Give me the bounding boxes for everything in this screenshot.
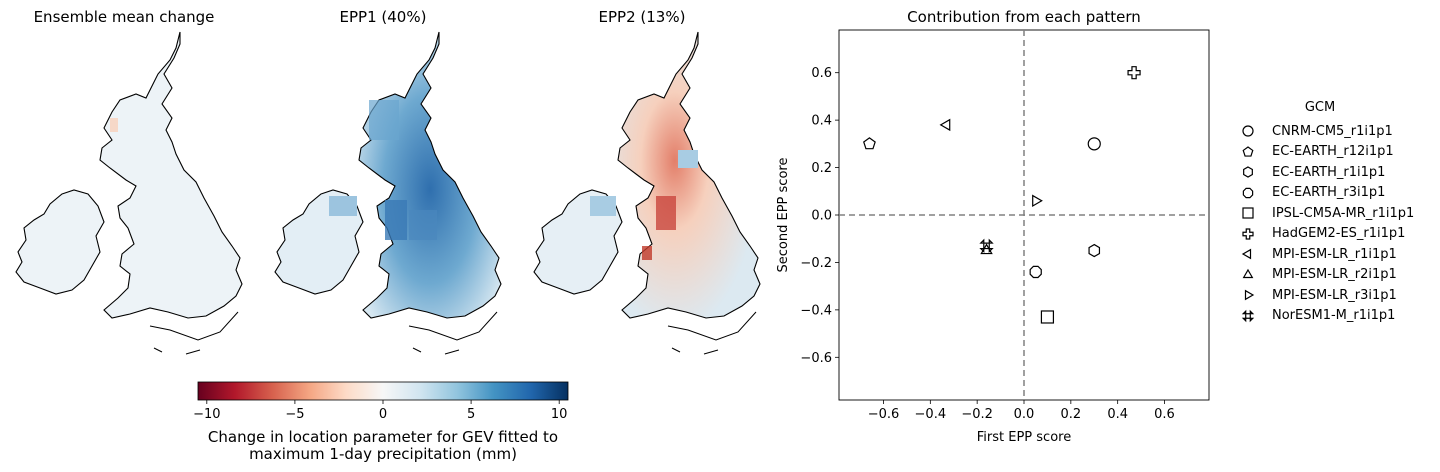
colorbar-tick-label: 0 <box>379 407 387 422</box>
point-hadgem2-es-r1i1p1 <box>1127 66 1141 80</box>
map-title-epp2: EPP2 (13%) <box>598 8 686 26</box>
y-axis-label: Second EPP score <box>776 158 791 273</box>
legend-title: GCM <box>1304 100 1336 115</box>
point-mpi-esm-lr-r3i1p1 <box>1032 194 1043 208</box>
legend-label: EC-EARTH_r12i1p1 <box>1272 144 1394 160</box>
legend-item: MPI-ESM-LR_r3i1p1 <box>1240 285 1440 306</box>
x-tick-label: −0.2 <box>961 407 993 422</box>
point-ec-earth-r12i1p1 <box>863 137 876 150</box>
legend-item: MPI-ESM-LR_r2i1p1 <box>1240 265 1440 286</box>
map-title-ensemble-mean: Ensemble mean change <box>33 8 215 26</box>
legend-item: NorESM1-M_r1i1p1 <box>1240 306 1440 327</box>
colorbar-tick-label: −5 <box>285 407 304 422</box>
legend-label: MPI-ESM-LR_r3i1p1 <box>1272 287 1397 303</box>
colorbar-label-line2: maximum 1-day precipitation (mm) <box>249 445 517 463</box>
legend-marker-octagon-icon <box>1242 187 1254 198</box>
x-tick-label: −0.6 <box>868 407 900 422</box>
y-tick-label: 0.0 <box>811 209 832 224</box>
x-tick-label: 0.6 <box>1154 407 1175 422</box>
y-tick-label: 0.2 <box>811 161 832 176</box>
legend-item: MPI-ESM-LR_r1i1p1 <box>1240 244 1440 265</box>
point-ec-earth-r1i1p1 <box>1088 243 1101 258</box>
legend-marker-square-icon <box>1242 207 1254 219</box>
x-tick-label: −0.4 <box>915 407 947 422</box>
legend-label: HadGEM2-ES_r1i1p1 <box>1272 226 1406 242</box>
legend-marker-circle-icon <box>1242 125 1254 137</box>
point-mpi-esm-lr-r1i1p1 <box>939 118 951 132</box>
colorbar-tick-label: 5 <box>467 407 475 422</box>
legend-label: IPSL-CM5A-MR_r1i1p1 <box>1272 205 1415 221</box>
map-ensemble-mean <box>15 31 243 355</box>
legend-item: IPSL-CM5A-MR_r1i1p1 <box>1240 203 1440 224</box>
legend-label: MPI-ESM-LR_r2i1p1 <box>1272 267 1397 283</box>
x-tick-label: 0.2 <box>1060 407 1081 422</box>
legend-marker-plus-icon <box>1242 228 1254 240</box>
colorbar-ticks: −10 −5 0 5 10 <box>193 400 567 422</box>
y-tick-label: −0.2 <box>800 256 832 271</box>
legend-marker-hexagon-icon <box>1243 166 1253 178</box>
legend: GCM CNRM-CM5_r1i1p1 EC-EARTH_r12i1p1 EC-EA… <box>1240 100 1440 326</box>
chart-title: Contribution from each pattern <box>907 8 1141 26</box>
y-tick-label: −0.6 <box>800 351 832 366</box>
x-tick-label: 0.0 <box>1014 407 1035 422</box>
legend-item: CNRM-CM5_r1i1p1 <box>1240 121 1440 142</box>
colorbar-tick-label: 10 <box>551 407 568 422</box>
colorbar-tick-label: −10 <box>193 407 220 422</box>
y-tick-label: 0.4 <box>811 114 832 129</box>
point-cnrm-cm5-r1i1p1 <box>1087 137 1101 151</box>
legend-label: EC-EARTH_r1i1p1 <box>1272 164 1386 180</box>
x-tick-label: 0.4 <box>1107 407 1128 422</box>
legend-item: EC-EARTH_r1i1p1 <box>1240 162 1440 183</box>
point-ipsl-cm5a-mr-r1i1p1 <box>1040 310 1055 324</box>
map-epp1 <box>274 31 502 355</box>
legend-marker-triangle-right-icon <box>1244 289 1255 301</box>
legend-item: EC-EARTH_r12i1p1 <box>1240 142 1440 163</box>
x-axis-label: First EPP score <box>977 430 1071 445</box>
legend-label: CNRM-CM5_r1i1p1 <box>1272 123 1393 139</box>
y-tick-label: −0.4 <box>800 303 832 318</box>
legend-marker-x-filled-icon <box>1241 309 1255 322</box>
legend-label: MPI-ESM-LR_r1i1p1 <box>1272 246 1397 262</box>
legend-marker-triangle-left-icon <box>1241 248 1252 260</box>
map-title-epp1: EPP1 (40%) <box>339 8 427 26</box>
colorbar-label-line1: Change in location parameter for GEV fit… <box>207 428 559 446</box>
legend-marker-triangle-up-icon <box>1242 268 1254 278</box>
legend-item: HadGEM2-ES_r1i1p1 <box>1240 224 1440 245</box>
y-tick-label: 0.6 <box>811 66 832 81</box>
legend-marker-pentagon-icon <box>1242 146 1254 157</box>
point-ec-earth-r3i1p1 <box>1029 265 1042 279</box>
legend-label: NorESM1-M_r1i1p1 <box>1272 308 1396 324</box>
map-epp2 <box>533 31 761 355</box>
legend-label: EC-EARTH_r3i1p1 <box>1272 185 1386 201</box>
legend-item: EC-EARTH_r3i1p1 <box>1240 183 1440 204</box>
point-noresm1-m-r1i1p1 <box>979 238 994 254</box>
